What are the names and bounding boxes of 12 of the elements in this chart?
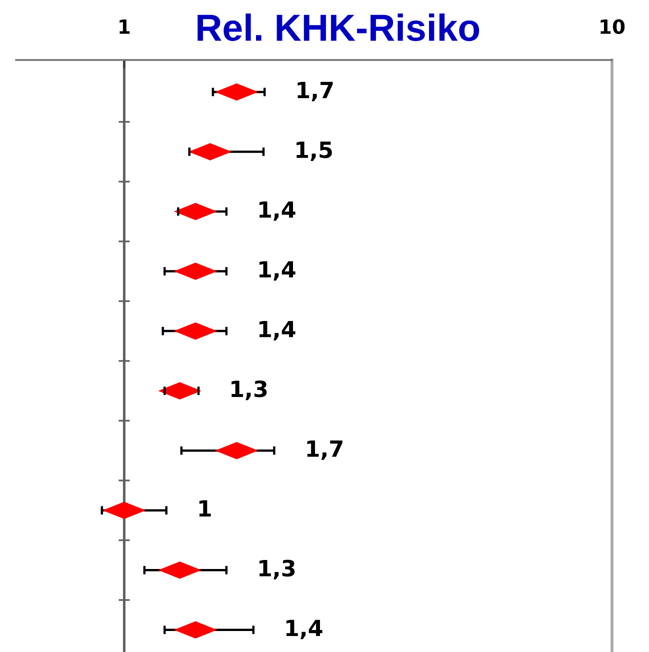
data-label: 1,7 [307, 440, 342, 460]
data-label: 1 [199, 500, 211, 516]
data-label: 1,3 [232, 380, 267, 400]
data-label: 1,4 [286, 620, 322, 640]
x-tick-label: 10 [600, 19, 625, 34]
data-label: 1,7 [298, 82, 333, 102]
data-label: 1,3 [259, 560, 295, 580]
data-label: 1,4 [259, 261, 296, 281]
chart-title: Rel. KHK-Risiko [198, 14, 480, 42]
data-label: 1,5 [296, 142, 332, 162]
data-label: 1,4 [259, 320, 296, 340]
data-label: 1,4 [259, 201, 296, 221]
